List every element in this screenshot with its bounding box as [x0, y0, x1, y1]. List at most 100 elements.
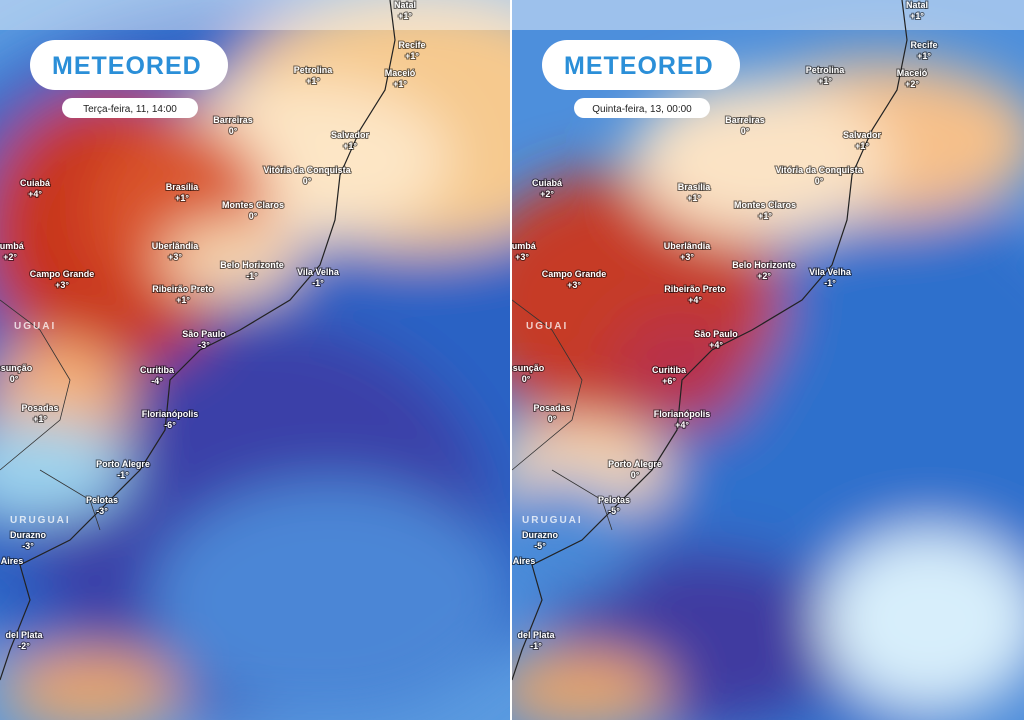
coastline: [512, 0, 908, 681]
country-label: UGUAI: [526, 321, 568, 332]
temperature-field: [512, 60, 1024, 720]
city-temperature: +1°: [306, 76, 320, 86]
city-temperature: +1°: [176, 295, 190, 305]
city-name: del Plata: [517, 630, 555, 640]
city-temperature: +4°: [28, 189, 42, 199]
temperature-area: [0, 650, 180, 720]
city-temperature: 0°: [303, 176, 312, 186]
city-temperature: 0°: [741, 126, 750, 136]
city-temperature: +1°: [917, 51, 931, 61]
map-panel: UGUAIURUGUAINatal+1°Recife+1°Petrolina+1…: [508, 0, 1024, 720]
country-label: UGUAI: [14, 321, 56, 332]
city-name: Montes Claros: [222, 200, 284, 210]
city-name: Maceió: [385, 68, 416, 78]
border: [512, 299, 613, 531]
logo: METEORED: [564, 52, 714, 80]
country-label: URUGUAI: [10, 515, 71, 526]
city-temperature: +1°: [405, 51, 419, 61]
city-name: Aires: [1, 556, 24, 566]
city-name: Curitiba: [140, 365, 175, 375]
temperature-area: [160, 220, 300, 300]
city-temperature: -1°: [117, 470, 129, 480]
city-temperature: +6°: [662, 376, 676, 386]
city-name: Durazno: [522, 530, 559, 540]
city-name: Pelotas: [598, 495, 630, 505]
city-name: Florianópolis: [142, 409, 199, 419]
city-name: ssunção: [0, 363, 33, 373]
city-temperature: -1°: [824, 278, 836, 288]
city-temperature: +1°: [910, 11, 924, 21]
timestamp: Quinta-feira, 13, 00:00: [592, 104, 692, 115]
city-temperature: 0°: [815, 176, 824, 186]
top-fade: [0, 0, 510, 30]
city-name: Posadas: [21, 403, 58, 413]
city-name: Recife: [398, 40, 425, 50]
city-name: del Plata: [5, 630, 43, 640]
city-temperature: +1°: [398, 11, 412, 21]
city-temperature: +4°: [709, 340, 723, 350]
city-temperature: +2°: [757, 271, 771, 281]
city-temperature: 0°: [10, 374, 19, 384]
city-name: Uberlândia: [152, 241, 200, 251]
city-name: Pelotas: [86, 495, 118, 505]
city-temperature: +1°: [393, 79, 407, 89]
city-name: ssunção: [508, 363, 545, 373]
city-name: Salvador: [331, 130, 370, 140]
city-temperature: +1°: [343, 141, 357, 151]
city-temperature: +1°: [758, 211, 772, 221]
city-name: Belo Horizonte: [732, 260, 796, 270]
logo-background: [30, 40, 228, 90]
city-name: Montes Claros: [734, 200, 796, 210]
city-temperature: +3°: [515, 252, 529, 262]
city-name: Porto Alegre: [608, 459, 662, 469]
city-temperature: +1°: [855, 141, 869, 151]
city-name: Curitiba: [652, 365, 687, 375]
city-name: São Paulo: [182, 329, 226, 339]
city-temperature: 0°: [229, 126, 238, 136]
city-name: rumbá: [508, 241, 537, 251]
city-name: São Paulo: [694, 329, 738, 339]
city-temperature: -3°: [22, 541, 34, 551]
country-label: URUGUAI: [522, 515, 583, 526]
timestamp-background: [62, 98, 198, 118]
city-temperature: -1°: [530, 641, 542, 651]
city-temperature: +4°: [688, 295, 702, 305]
city-name: Brasília: [678, 182, 712, 192]
temperature-area: [610, 310, 750, 430]
city-temperature: -3°: [96, 506, 108, 516]
city-name: Belo Horizonte: [220, 260, 284, 270]
city-name: rumbá: [0, 241, 25, 251]
city-name: Natal: [394, 0, 416, 10]
city-temperature: +2°: [540, 189, 554, 199]
city-temperature: +3°: [567, 280, 581, 290]
top-fade: [512, 0, 1024, 30]
city-temperature: -2°: [18, 641, 30, 651]
timestamp-background: [574, 98, 710, 118]
temperature-area: [150, 480, 510, 720]
city-temperature: 0°: [249, 211, 258, 221]
city-name: Maceió: [897, 68, 928, 78]
temperature-area: [820, 530, 1024, 710]
city-name: Ribeirão Preto: [664, 284, 726, 294]
temperature-area: [0, 420, 130, 520]
city-temperature: -1°: [312, 278, 324, 288]
coastline: [0, 0, 396, 681]
city-temperature: +3°: [55, 280, 69, 290]
city-name: Brasília: [166, 182, 200, 192]
city-name: Campo Grande: [30, 269, 95, 279]
city-temperature: +3°: [168, 252, 182, 262]
city-name: Petrolina: [806, 65, 846, 75]
temperature-field: [0, 0, 510, 720]
temperature-area: [512, 650, 670, 720]
city-temperature: -5°: [608, 506, 620, 516]
city-name: Durazno: [10, 530, 47, 540]
city-name: Recife: [910, 40, 937, 50]
city-name: Cuiabá: [532, 178, 563, 188]
city-temperature: 0°: [548, 414, 557, 424]
logo-background: [542, 40, 740, 90]
city-temperature: -4°: [151, 376, 163, 386]
city-name: Campo Grande: [542, 269, 607, 279]
city-temperature: -5°: [534, 541, 546, 551]
city-temperature: +1°: [818, 76, 832, 86]
logo: METEORED: [52, 52, 202, 80]
